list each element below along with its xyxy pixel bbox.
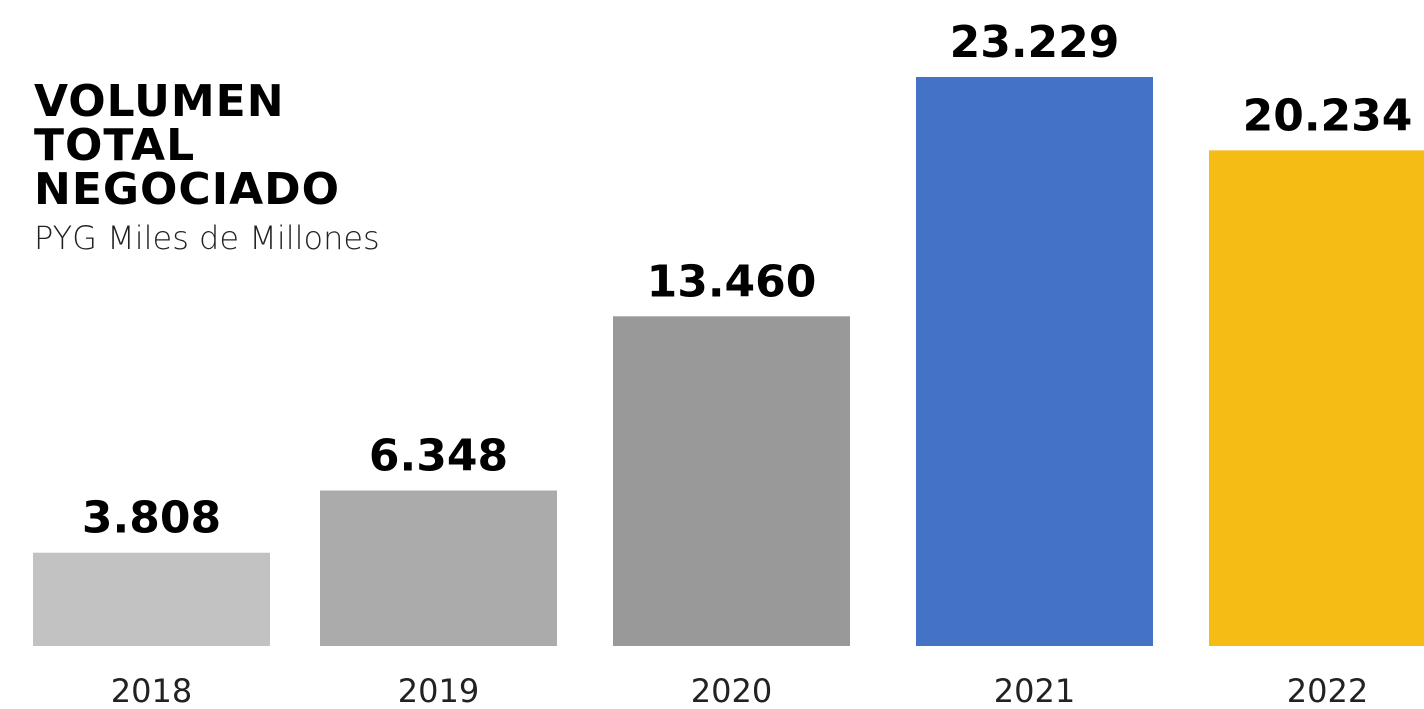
bar-2019 <box>320 490 557 646</box>
x-tick-label-2020: 2020 <box>691 672 772 709</box>
x-tick-label-2018: 2018 <box>111 672 192 709</box>
bar-2018 <box>33 552 270 646</box>
value-label-2020: 13.460 <box>647 256 817 307</box>
x-tick-label-2022: 2022 <box>1287 672 1368 709</box>
chart-title-block: VOLUMEN TOTAL NEGOCIADO PYG Miles de Mil… <box>34 80 380 260</box>
chart-subtitle: PYG Miles de Millones <box>34 219 380 257</box>
value-label-2022: 20.234 <box>1243 90 1413 141</box>
value-label-2019: 6.348 <box>369 431 508 482</box>
value-label-2018: 3.808 <box>82 493 221 544</box>
x-tick-label-2019: 2019 <box>398 672 479 709</box>
chart-title-line-3: NEGOCIADO <box>34 164 341 215</box>
bar-2020 <box>613 316 850 646</box>
x-tick-label-2021: 2021 <box>994 672 1075 709</box>
chart-title-line-2: TOTAL <box>34 120 196 171</box>
value-label-2021: 23.229 <box>950 17 1120 68</box>
chart-title-line-1: VOLUMEN <box>34 76 285 127</box>
bar-2021 <box>916 77 1153 646</box>
bar-2022 <box>1209 150 1424 646</box>
